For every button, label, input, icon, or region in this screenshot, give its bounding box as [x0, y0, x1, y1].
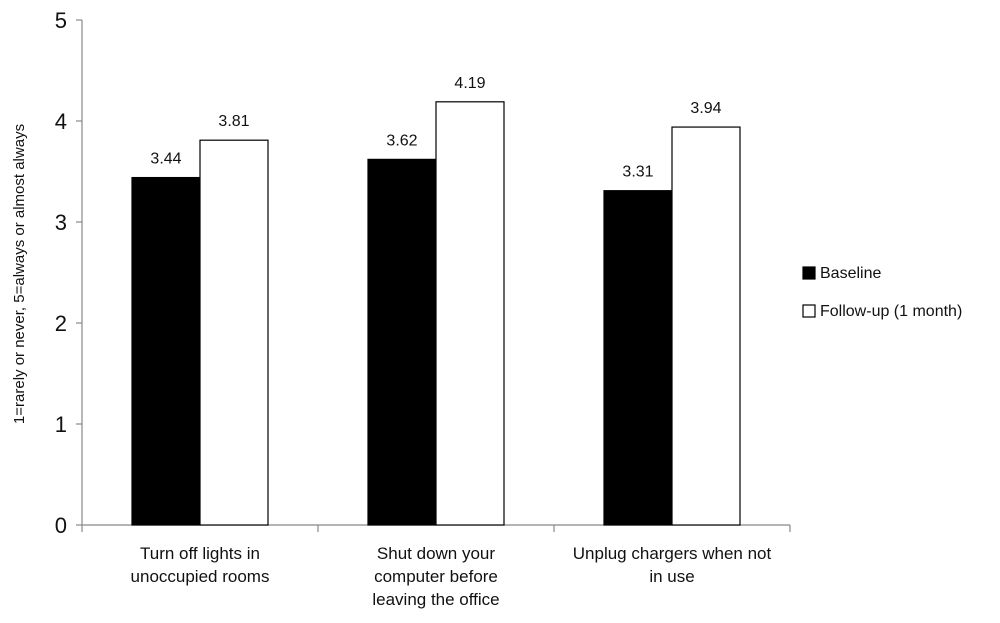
- bar-baseline-1: [367, 158, 437, 526]
- legend-swatch: [802, 304, 816, 318]
- category-labels: Turn off lights in unoccupied rooms Shut d…: [131, 544, 772, 609]
- bar-follow-up-1: [435, 101, 505, 526]
- legend: Baseline Follow-up (1 month): [802, 265, 962, 320]
- category-label: Shut down your computer before leaving the…: [372, 544, 499, 609]
- bar-follow-up-2: [671, 126, 741, 526]
- y-tick-label: 5: [55, 8, 67, 33]
- y-tick-label: 1: [55, 412, 67, 437]
- y-axis-label: 1=rarely or never, 5=always or almost al…: [11, 124, 28, 424]
- legend-swatch: [802, 266, 816, 280]
- legend-label: Baseline: [820, 265, 881, 282]
- y-tick-label: 2: [55, 311, 67, 336]
- category-label: Unplug chargers when not in use: [573, 544, 772, 586]
- category-label: Turn off lights in unoccupied rooms: [131, 544, 270, 586]
- data-label: 3.94: [690, 100, 721, 117]
- data-label: 4.19: [454, 75, 485, 92]
- data-label: 3.31: [622, 164, 653, 181]
- y-tick-label: 3: [55, 210, 67, 235]
- bar-baseline-2: [603, 190, 673, 526]
- data-labels: 3.44 3.62 3.31 3.81 4.19 3.94: [150, 75, 721, 181]
- data-label: 3.62: [386, 132, 417, 149]
- bars: [131, 101, 741, 526]
- legend-label: Follow-up (1 month): [820, 303, 962, 320]
- data-label: 3.44: [150, 151, 181, 168]
- y-tick-labels: 0 1 2 3 4 5: [55, 8, 67, 538]
- y-tick-label: 0: [55, 513, 67, 538]
- data-label: 3.81: [218, 113, 249, 130]
- y-tick-label: 4: [55, 109, 67, 134]
- bar-baseline-0: [131, 176, 201, 526]
- bar-follow-up-0: [199, 139, 269, 526]
